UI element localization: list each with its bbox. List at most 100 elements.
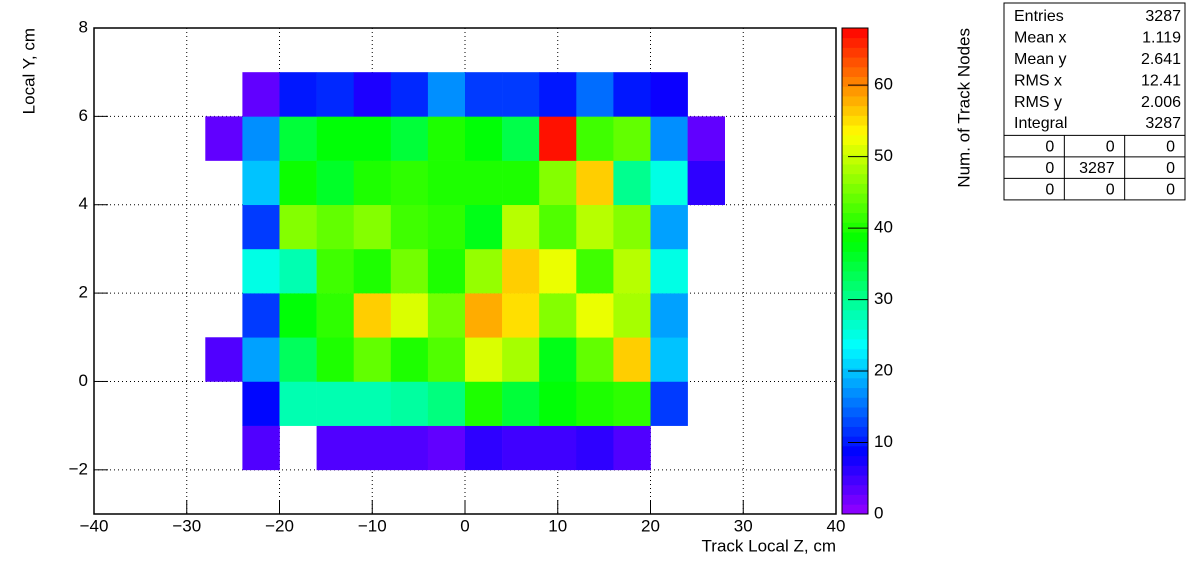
heatmap-cell bbox=[242, 160, 280, 206]
stats-value: 3287 bbox=[1145, 115, 1181, 132]
heatmap-cell bbox=[613, 248, 651, 294]
heatmap-cell bbox=[353, 160, 392, 206]
colorbar-step bbox=[842, 358, 868, 369]
heatmap-cell bbox=[242, 425, 280, 471]
heatmap-cell bbox=[539, 116, 577, 161]
stats-key: RMS y bbox=[1014, 94, 1062, 111]
heatmap-cell bbox=[465, 160, 503, 206]
x-tick-label: 20 bbox=[641, 516, 660, 535]
heatmap-cell bbox=[539, 293, 577, 338]
heatmap-cell bbox=[539, 160, 577, 206]
heatmap-cell bbox=[502, 72, 540, 117]
heatmap-cell bbox=[390, 116, 429, 161]
heatmap-cell bbox=[353, 337, 392, 382]
colorbar-step bbox=[842, 290, 868, 301]
heatmap-cell bbox=[576, 204, 614, 250]
heatmap-cell bbox=[613, 160, 651, 206]
heatmap-cell bbox=[316, 425, 354, 471]
heatmap-cell bbox=[353, 293, 392, 338]
stats-cell: 0 bbox=[1166, 138, 1175, 155]
heatmap-cell bbox=[316, 204, 354, 250]
z-tick-label: 0 bbox=[874, 503, 883, 522]
heatmap-cell bbox=[390, 72, 429, 117]
colorbar-step bbox=[842, 377, 868, 389]
colorbar-step bbox=[842, 484, 868, 495]
heatmap-cell bbox=[576, 425, 614, 471]
colorbar-step bbox=[842, 339, 868, 350]
heatmap-cell bbox=[650, 72, 688, 117]
colorbar-step bbox=[842, 47, 868, 58]
heatmap-cell bbox=[650, 248, 688, 294]
colorbar-step bbox=[842, 271, 868, 282]
colorbar-step bbox=[842, 241, 868, 252]
heatmap-cell bbox=[353, 425, 392, 471]
heatmap-cell bbox=[465, 116, 503, 161]
heatmap-cell bbox=[613, 72, 651, 117]
heatmap-cell bbox=[687, 116, 725, 161]
heatmap-cell bbox=[539, 248, 577, 294]
x-axis-label: Track Local Z, cm bbox=[702, 536, 836, 555]
heatmap-cell bbox=[353, 381, 392, 426]
heatmap-cell bbox=[465, 425, 503, 471]
y-tick-label: 0 bbox=[79, 371, 88, 390]
heatmap-cell bbox=[502, 248, 540, 294]
colorbar-step bbox=[842, 96, 868, 107]
heatmap-cell bbox=[279, 337, 317, 382]
colorbar-step bbox=[842, 504, 868, 515]
z-tick-label: 50 bbox=[874, 146, 893, 165]
colorbar-step bbox=[842, 66, 868, 77]
heatmap-cell bbox=[650, 293, 688, 338]
colorbar-step bbox=[842, 115, 868, 126]
heatmap-cell bbox=[390, 381, 429, 426]
heatmap-cell bbox=[353, 248, 392, 294]
z-tick-label: 30 bbox=[874, 289, 893, 308]
heatmap-cell bbox=[242, 204, 280, 250]
heatmap-cell bbox=[539, 425, 577, 471]
heatmap-cell bbox=[242, 337, 280, 382]
stats-cell: 0 bbox=[1045, 138, 1054, 155]
stats-key: RMS x bbox=[1014, 72, 1062, 89]
heatmap-cell bbox=[502, 337, 540, 382]
heatmap-cell bbox=[427, 337, 466, 382]
colorbar-step bbox=[842, 76, 868, 87]
heatmap-cell bbox=[427, 116, 466, 161]
x-tick-label: −20 bbox=[265, 516, 294, 535]
colorbar-step bbox=[842, 134, 868, 146]
heatmap-cell bbox=[650, 116, 688, 161]
colorbar-step bbox=[842, 445, 868, 457]
colorbar-step bbox=[842, 222, 868, 233]
heatmap-cell bbox=[316, 293, 354, 338]
x-tick-label: 30 bbox=[734, 516, 753, 535]
heatmap-cell bbox=[576, 381, 614, 426]
x-tick-label: −40 bbox=[80, 516, 109, 535]
heatmap-cell bbox=[502, 160, 540, 206]
heatmap-cell bbox=[390, 248, 429, 294]
colorbar-step bbox=[842, 407, 868, 418]
heatmap-cell bbox=[427, 204, 466, 250]
z-axis-label: Num. of Track Nodes bbox=[954, 28, 973, 188]
colorbar-step bbox=[842, 397, 868, 408]
y-tick-label: 8 bbox=[79, 17, 88, 36]
heatmap-cell bbox=[650, 337, 688, 382]
heatmap-cell bbox=[242, 293, 280, 338]
stats-cell: 0 bbox=[1166, 160, 1175, 177]
colorbar-step bbox=[842, 154, 868, 165]
heatmap-cell bbox=[539, 204, 577, 250]
heatmap-cell bbox=[316, 160, 354, 206]
heatmap-cell bbox=[576, 160, 614, 206]
colorbar-step bbox=[842, 105, 868, 116]
z-tick-label: 10 bbox=[874, 432, 893, 451]
colorbar-step bbox=[842, 319, 868, 330]
z-tick-label: 40 bbox=[874, 218, 893, 237]
heatmap-cell bbox=[427, 381, 466, 426]
x-tick-label: 10 bbox=[548, 516, 567, 535]
colorbar-step bbox=[842, 86, 868, 97]
colorbar-step bbox=[842, 232, 868, 243]
colorbar-step bbox=[842, 193, 868, 204]
heatmap-cell bbox=[353, 116, 392, 161]
x-tick-label: −10 bbox=[358, 516, 387, 535]
y-tick-label: 2 bbox=[79, 283, 88, 302]
heatmap-cell bbox=[279, 204, 317, 250]
y-axis-label: Local Y, cm bbox=[19, 28, 38, 114]
colorbar-step bbox=[842, 387, 868, 398]
